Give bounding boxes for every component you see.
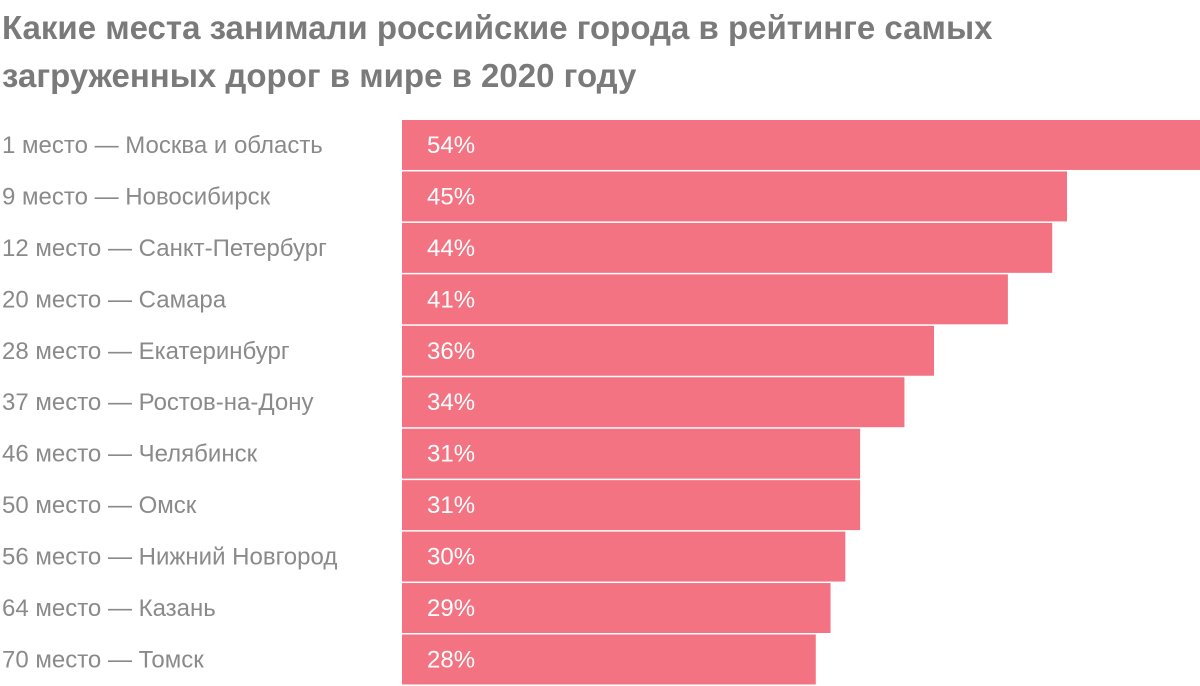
value-label: 29% [427,595,475,622]
category-label: 20 место — Самара [2,286,227,313]
value-labels-group: 54% 45% 44% 41% 36% 34% 31% 31% 30% 29% 28% [427,132,475,674]
category-label: 70 место — Томск [2,646,204,673]
value-label: 31% [427,492,475,519]
category-label: 64 место — Казань [2,595,216,622]
bar [402,634,816,685]
bar [402,222,1053,273]
value-label: 54% [427,132,475,159]
bar [402,583,831,633]
category-labels-group: 1 место — Москва и область 9 место — Ново… [2,132,337,674]
bar [402,480,861,531]
value-label: 36% [427,338,475,365]
value-label: 28% [427,646,475,673]
category-label: 12 место — Санкт-Петербург [2,235,327,262]
category-label: 56 место — Нижний Новгород [2,544,337,571]
value-label: 44% [427,235,475,262]
bars-group [402,120,1200,685]
bar [402,377,905,428]
chart-title: Какие места занимали российские города в… [2,9,993,94]
bar [402,428,861,479]
bar [402,120,1200,170]
value-label: 31% [427,441,475,468]
value-label: 45% [427,183,475,210]
category-label: 28 место — Екатеринбург [2,338,290,365]
category-label: 50 место — Омск [2,492,197,519]
value-label: 41% [427,286,475,313]
category-label: 9 место — Новосибирск [2,183,271,210]
category-label: 1 место — Москва и область [2,132,323,159]
bar [402,171,1067,222]
category-label: 46 место — Челябинск [2,441,258,468]
bar [402,531,846,582]
bar [402,274,1008,325]
value-label: 34% [427,389,475,416]
value-label: 30% [427,544,475,571]
category-label: 37 место — Ростов-на-Дону [2,389,313,416]
bar [402,325,934,376]
